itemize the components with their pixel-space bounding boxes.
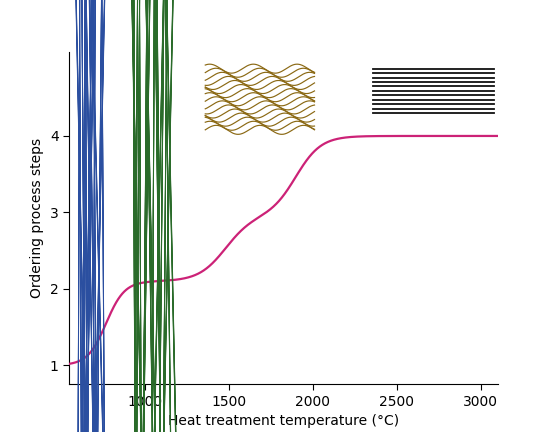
Bar	[65, 0, 92, 432]
Bar	[76, 0, 108, 432]
Bar	[84, 0, 115, 432]
X-axis label: Heat treatment temperature (°C): Heat treatment temperature (°C)	[168, 414, 399, 429]
Bar	[66, 0, 98, 432]
Bar	[75, 0, 107, 432]
Bar	[154, 0, 187, 432]
Bar	[145, 0, 178, 432]
Bar	[88, 0, 118, 432]
Bar	[132, 0, 165, 432]
Bar	[130, 0, 163, 432]
Bar	[129, 0, 161, 432]
Bar	[121, 0, 152, 432]
Bar	[75, 0, 107, 432]
Bar	[151, 0, 184, 432]
Bar	[130, 0, 163, 432]
Bar	[144, 0, 177, 432]
Bar	[150, 0, 182, 432]
Bar	[80, 0, 108, 432]
Bar	[80, 0, 111, 432]
Bar	[70, 0, 100, 432]
Bar	[72, 0, 104, 432]
Bar	[72, 0, 100, 432]
Bar	[66, 0, 95, 432]
Bar	[126, 0, 154, 432]
Bar	[69, 0, 98, 432]
Y-axis label: Ordering process steps: Ordering process steps	[30, 138, 44, 298]
Bar	[138, 0, 169, 432]
Bar	[118, 0, 152, 432]
Bar	[141, 0, 174, 432]
Bar	[153, 0, 186, 432]
Bar	[82, 0, 114, 432]
Bar	[119, 0, 150, 432]
Bar	[122, 0, 154, 432]
Bar	[142, 0, 174, 432]
Bar	[133, 0, 167, 432]
Bar	[142, 0, 175, 432]
Bar	[68, 0, 98, 432]
Bar	[74, 0, 105, 432]
Bar	[119, 0, 149, 432]
Bar	[82, 0, 113, 432]
